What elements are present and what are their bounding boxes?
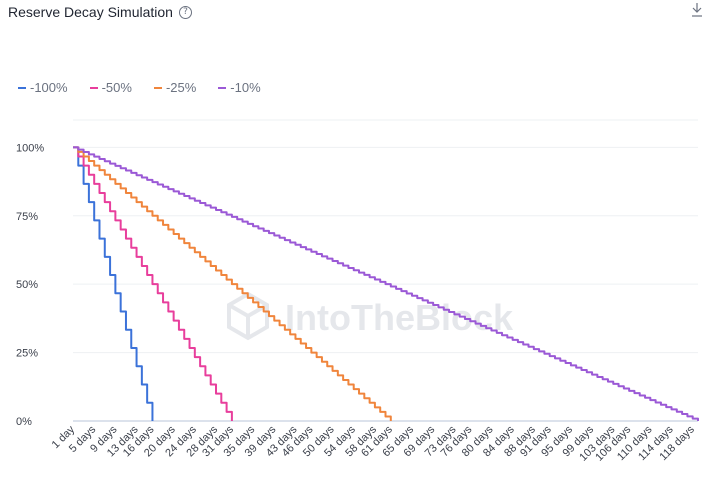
chart-title: Reserve Decay Simulation — [8, 4, 173, 20]
legend-swatch — [153, 86, 162, 89]
series-line[interactable] — [73, 146, 154, 421]
y-tick-label: 50% — [16, 279, 38, 291]
legend-item[interactable]: -100% — [18, 80, 68, 95]
legend-label: -100% — [30, 80, 68, 95]
y-tick-label: 0% — [16, 416, 32, 428]
legend-swatch — [18, 86, 26, 89]
legend-item[interactable]: -25% — [153, 80, 197, 95]
question-circle-icon[interactable]: ? — [178, 5, 192, 19]
chart-header: Reserve Decay Simulation ? — [8, 2, 192, 22]
y-tick-label: 75% — [16, 211, 38, 223]
watermark: IntoTheBlock — [227, 291, 514, 341]
series-line[interactable] — [73, 146, 233, 421]
series-line[interactable] — [73, 146, 699, 421]
legend-item[interactable]: -50% — [89, 80, 132, 95]
legend-item[interactable]: -10% — [218, 80, 261, 95]
cube-logo-icon — [227, 291, 269, 341]
watermark-text: IntoTheBlock — [285, 297, 514, 338]
y-tick-label: 25% — [16, 348, 38, 360]
series-line[interactable] — [73, 146, 392, 421]
legend-label: -25% — [165, 80, 197, 95]
legend-label: -10% — [230, 80, 261, 95]
chart-legend: -100% -50% -25% -10% — [18, 80, 261, 95]
legend-label: -50% — [101, 80, 132, 95]
legend-swatch — [89, 86, 98, 89]
download-icon[interactable] — [690, 2, 704, 18]
legend-swatch — [218, 86, 227, 89]
y-tick-label: 100% — [16, 142, 44, 154]
